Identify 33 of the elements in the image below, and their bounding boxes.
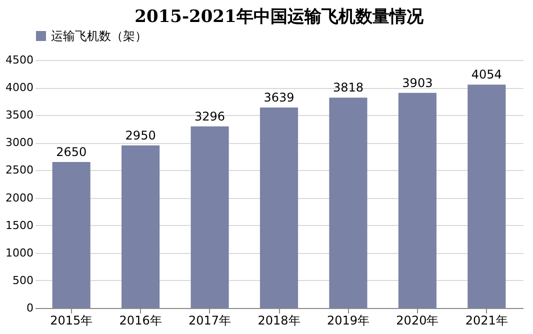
bar: [398, 92, 436, 308]
x-tick-label: 2021年: [465, 314, 508, 328]
y-tick-label: 0: [26, 302, 34, 314]
bar: [122, 145, 160, 308]
y-tick-label: 2500: [6, 164, 34, 177]
data-label: 2650: [56, 144, 87, 159]
bar: [190, 126, 229, 308]
y-tick-label: 500: [12, 274, 34, 287]
data-label: 2950: [125, 128, 156, 142]
data-label: 3296: [194, 109, 226, 124]
y-tick-label: 4000: [6, 81, 34, 94]
x-tick-label: 2018年: [258, 314, 300, 328]
y-tick-label: 4500: [6, 54, 34, 66]
bar: [329, 98, 368, 308]
data-label: 3818: [332, 80, 364, 95]
data-label: 3639: [264, 90, 294, 104]
y-tick-label: 3000: [6, 136, 34, 150]
x-tick-label: 2019年: [326, 314, 370, 328]
y-tick-label: 2000: [6, 191, 34, 204]
x-tick-label: 2016年: [119, 314, 162, 328]
x-tick-label: 2015年: [50, 314, 93, 328]
data-label: 4054: [471, 68, 502, 82]
y-tick-label: 1500: [6, 218, 34, 232]
bar: [468, 84, 506, 308]
x-tick-label: 2017年: [188, 314, 232, 328]
y-tick-label: 1000: [6, 246, 34, 260]
bar: [52, 162, 90, 308]
y-tick-label: 3500: [6, 108, 34, 122]
data-label: 3903: [402, 76, 433, 90]
chart-title: 2015-2021年中国运输飞机数量情况: [134, 7, 424, 27]
x-tick-label: 2020年: [396, 314, 439, 328]
bar: [260, 107, 298, 308]
legend-label: 运输飞机数（架）: [51, 29, 147, 43]
